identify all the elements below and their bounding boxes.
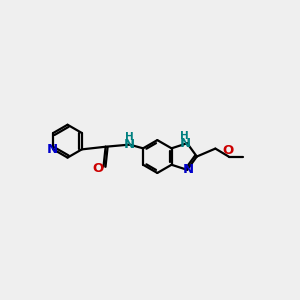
Text: O: O — [223, 144, 234, 157]
Text: H: H — [125, 132, 134, 142]
Text: N: N — [180, 137, 191, 150]
Text: N: N — [47, 143, 58, 156]
Text: N: N — [183, 163, 194, 176]
Text: H: H — [180, 131, 189, 141]
Text: N: N — [124, 138, 135, 151]
Text: O: O — [93, 162, 104, 175]
